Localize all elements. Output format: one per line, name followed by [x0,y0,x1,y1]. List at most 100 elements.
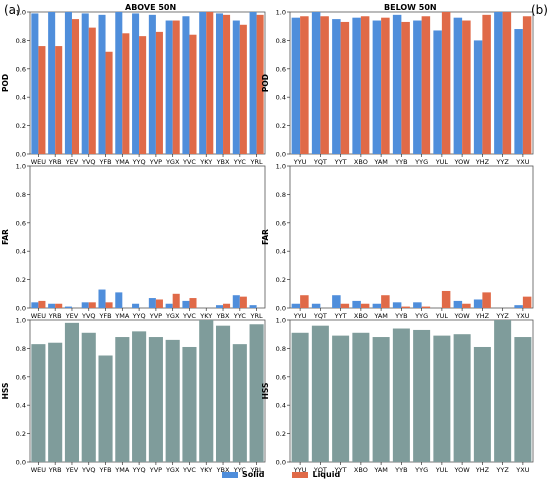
x-tick-label: YVQ [81,158,96,166]
bar [189,298,197,308]
x-tick-label: YYZ [495,312,509,320]
bar [139,36,147,154]
y-tick-label: 0.2 [16,276,26,284]
bar [199,12,207,154]
x-tick-label: YRL [250,158,263,166]
bar [473,346,491,462]
legend-swatch-liquid [292,471,309,478]
x-tick-label: YXU [515,466,529,474]
bar [55,46,63,154]
bar [522,16,532,155]
y-tick-label: 0.2 [276,122,286,130]
bar [249,324,264,462]
legend: Solid Liquid [222,470,362,479]
x-tick-label: YAM [373,312,388,320]
x-tick-label: YYC [233,158,247,166]
bar [360,16,370,155]
bar [132,331,147,462]
bar [413,329,431,462]
x-tick-label: YYQ [132,158,146,166]
bar [332,335,350,462]
x-tick-label: YGX [165,312,180,320]
bar [182,16,190,155]
y-tick-label: 0.8 [16,37,26,45]
bar [239,296,247,308]
bar [31,13,39,155]
bar [38,300,46,308]
x-tick-label: YAM [373,466,388,474]
x-tick-label: YEV [65,466,79,474]
bar [71,19,80,154]
y-tick-label: 0.0 [16,459,26,467]
x-tick-label: YRB [48,312,62,320]
y-tick-label: 0.4 [16,94,26,102]
x-tick-label: YFB [98,466,111,474]
bar [352,300,361,308]
bar [81,302,89,308]
bar [340,303,350,308]
bar [320,16,329,155]
x-tick-label: YOW [454,312,471,320]
y-axis-label: FAR [1,229,10,245]
x-tick-label: YFB [98,158,111,166]
bar [514,29,523,154]
bar [182,300,190,308]
bar [148,298,156,308]
bar [64,306,72,308]
y-tick-label: 0.4 [16,248,26,256]
bar [300,16,309,155]
bar [332,295,341,308]
bar [115,12,123,154]
x-tick-label: YYZ [495,466,509,474]
bar [311,325,329,462]
x-tick-label: YRB [48,158,62,166]
x-tick-label: YVP [149,158,162,166]
x-tick-label: XBO [354,312,368,320]
x-tick-label: YRB [48,466,62,474]
x-tick-label: YYZ [495,158,509,166]
bar [64,12,72,154]
bar [31,302,39,308]
bar [462,303,471,308]
bar [372,337,390,462]
bar [105,302,113,308]
x-tick-label: YYQ [132,312,146,320]
x-tick-label: YMA [114,466,130,474]
x-tick-label: YOW [454,466,471,474]
y-axis-label: POD [1,74,10,92]
x-tick-label: YHZ [475,312,490,320]
y-tick-label: 0.0 [276,459,286,467]
x-tick-label: YFB [98,312,111,320]
x-tick-label: YVQ [81,312,96,320]
bar [249,12,257,154]
x-tick-label: YVC [182,158,196,166]
x-tick-label: YYC [233,312,247,320]
y-tick-label: 0.6 [16,373,26,381]
y-tick-label: 0.8 [276,37,286,45]
bar [155,299,163,308]
bar [453,300,463,308]
legend-label-liquid: Liquid [312,470,341,479]
bar [291,17,301,155]
bar [31,344,46,462]
x-tick-label: YBX [216,158,230,166]
bar [453,17,463,155]
bar [421,16,431,155]
bar [381,295,390,308]
bar [392,302,402,308]
chart-frame-1 [289,11,534,155]
x-tick-label: WEU [31,312,47,320]
y-tick-label: 1.0 [276,163,286,171]
x-tick-label: YBX [216,466,230,474]
bar [494,12,503,154]
x-tick-label: YMA [114,158,130,166]
y-tick-label: 0.4 [276,94,286,102]
y-tick-label: 0.2 [16,430,26,438]
bar [132,13,140,155]
bar [372,20,382,154]
bar [514,337,532,462]
bar [514,305,523,308]
y-tick-label: 0.0 [276,305,286,313]
bar [215,13,224,155]
bar [215,325,231,462]
